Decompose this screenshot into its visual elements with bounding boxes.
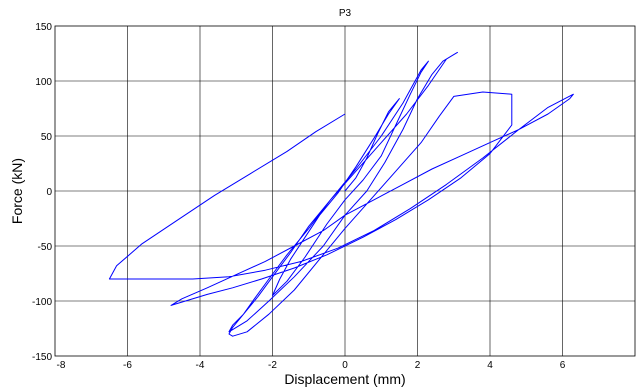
chart-title: P3 — [339, 8, 352, 19]
y-tick-label: 150 — [35, 22, 52, 33]
x-tick-label: 4 — [487, 360, 493, 371]
x-tick-label: 6 — [560, 360, 566, 371]
y-tick-label: 50 — [41, 132, 53, 143]
y-tick-label: 0 — [46, 187, 52, 198]
x-tick-label: -4 — [196, 360, 205, 371]
x-axis-label: Displacement (mm) — [284, 371, 405, 387]
y-tick-label: -50 — [38, 242, 53, 253]
y-axis-ticks: -150 -100 -50 0 50 100 150 — [32, 22, 52, 363]
y-tick-label: -150 — [32, 352, 52, 363]
x-axis-ticks: -8 -6 -4 -2 0 2 4 6 — [57, 360, 566, 371]
hysteresis-curve — [108, 51, 574, 337]
y-tick-label: 100 — [35, 77, 52, 88]
x-tick-label: 0 — [342, 360, 348, 371]
y-tick-label: -100 — [32, 297, 52, 308]
y-axis-label: Force (kN) — [9, 158, 25, 224]
series-group — [108, 51, 574, 337]
x-tick-label: 2 — [415, 360, 421, 371]
x-tick-label: -2 — [268, 360, 277, 371]
x-tick-label: -6 — [123, 360, 132, 371]
x-tick-label: -8 — [57, 360, 66, 371]
